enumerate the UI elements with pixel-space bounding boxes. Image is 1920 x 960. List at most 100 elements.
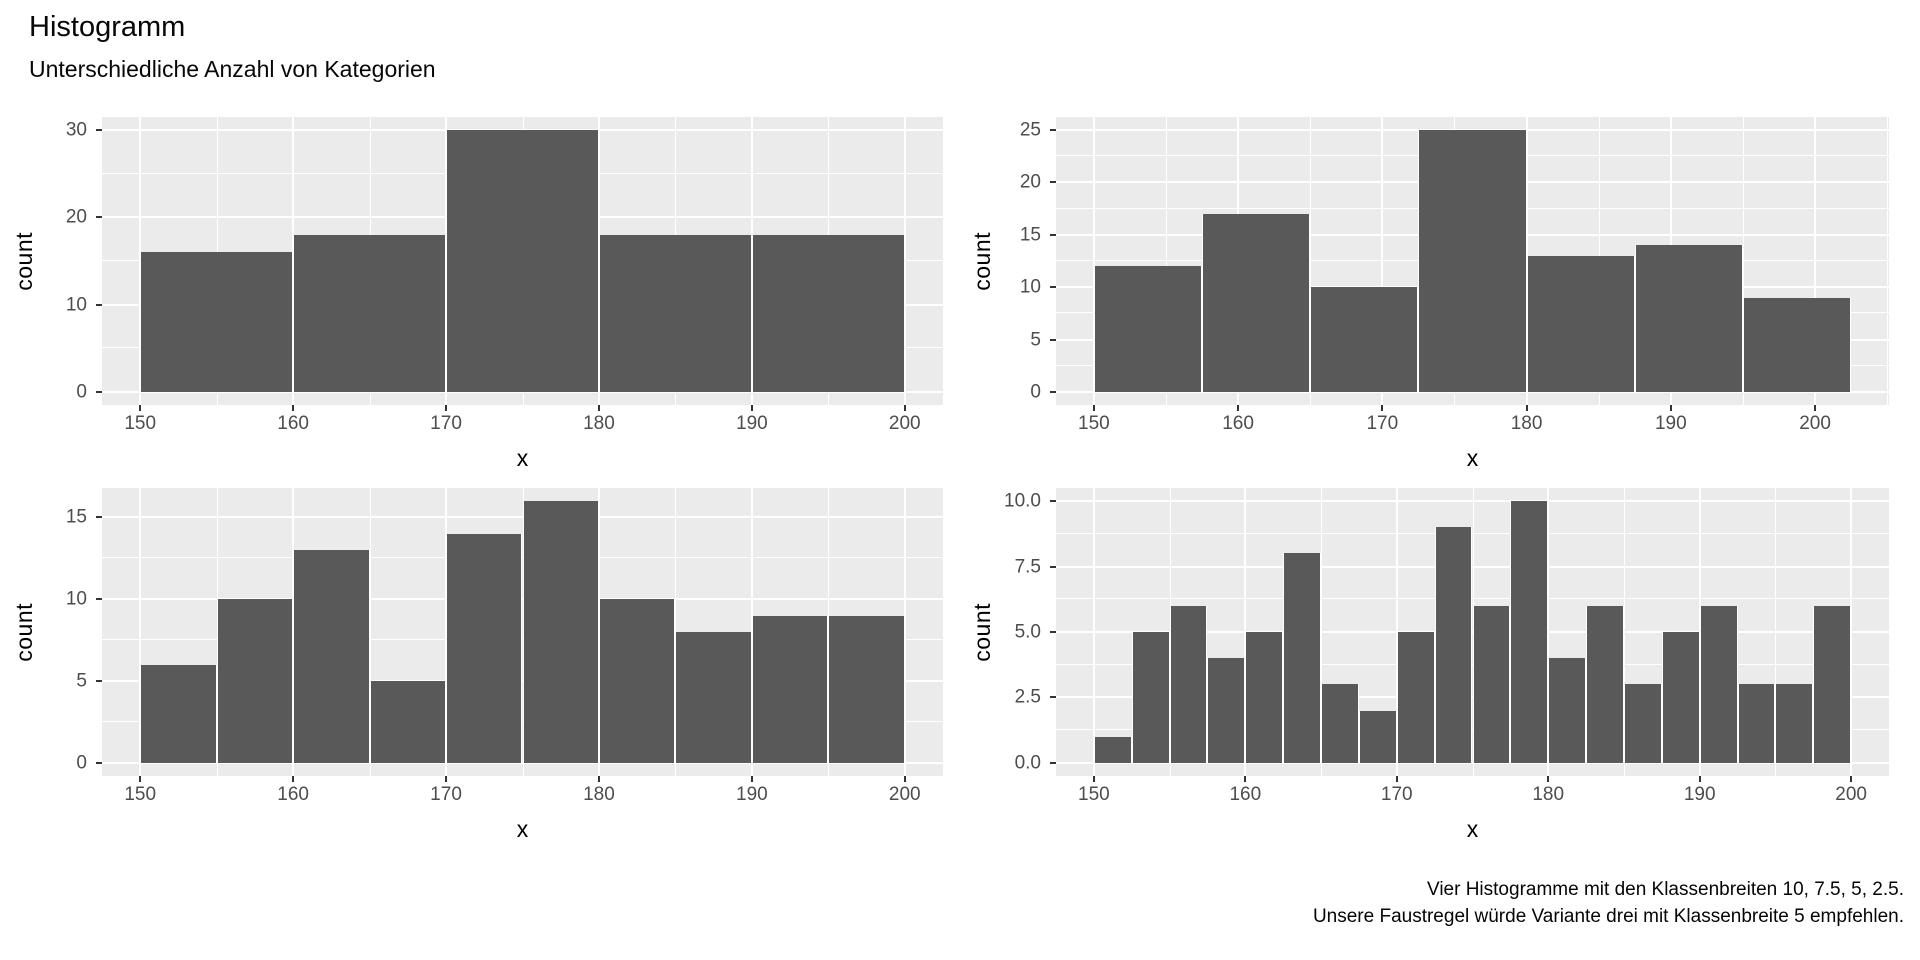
x-minor-gridline — [1742, 117, 1744, 405]
x-tick-mark — [1698, 776, 1701, 782]
x-tick-label: 180 — [1532, 784, 1565, 805]
y-axis-title: count — [968, 231, 995, 291]
y-axis-tick-marks — [1048, 488, 1056, 776]
x-tick-mark — [1244, 776, 1247, 782]
x-tick-label: 160 — [277, 784, 309, 805]
y-tick-mark — [1050, 181, 1056, 184]
y-tick-label: 0 — [1030, 381, 1041, 403]
x-tick-label: 150 — [1078, 784, 1110, 805]
figure-caption: Vier Histogramme mit den Klassenbreiten … — [0, 865, 1920, 950]
x-axis-title: x — [1466, 445, 1479, 471]
histogram-bar — [1472, 605, 1511, 763]
y-axis-title: count — [968, 602, 995, 662]
x-tick-mark — [750, 776, 753, 782]
x-tick-label: 170 — [430, 413, 462, 434]
x-tick-label: 170 — [1380, 784, 1413, 805]
x-tick-mark — [903, 405, 906, 411]
x-tick-label: 190 — [1654, 413, 1687, 434]
y-axis-tick-labels: 0.0 2.5 5.0 7.5 10.0 — [996, 488, 1048, 776]
y-tick-label: 0.0 — [1014, 752, 1041, 774]
histogram-bar — [1775, 684, 1814, 763]
y-tick-mark — [1050, 696, 1056, 699]
x-major-gridline — [1814, 117, 1817, 405]
histogram-bar — [1813, 605, 1852, 763]
histogram-bar — [1358, 710, 1397, 763]
x-tick-label: 160 — [1222, 413, 1254, 434]
plot-panel — [102, 117, 943, 405]
x-minor-gridline — [675, 488, 677, 776]
y-minor-gridline — [1056, 532, 1889, 534]
histogram-binwidth-10: count 0 10 20 30 150 160 170 180 190 200 x — [0, 90, 960, 480]
x-tick-label: 150 — [1078, 413, 1110, 434]
figure-header: Histogramm Unterschiedliche Anzahl von K… — [0, 0, 1920, 90]
histogram-bar — [1661, 632, 1700, 763]
y-axis-tick-labels: 0 5 10 15 — [40, 488, 94, 776]
x-tick-mark — [597, 405, 600, 411]
x-tick-label: 160 — [1229, 784, 1262, 805]
histogram-bar — [1131, 632, 1170, 763]
histogram-bar — [1586, 605, 1624, 763]
histogram-bar — [1093, 266, 1203, 392]
histogram-bar — [1202, 213, 1311, 392]
histogram-bar — [140, 664, 217, 763]
figure-subtitle: Unterschiedliche Anzahl von Kategorien — [29, 56, 436, 82]
x-axis-title: x — [516, 816, 529, 842]
x-tick-label: 180 — [1510, 413, 1543, 434]
x-axis-tick-labels: 150 160 170 180 190 200 — [102, 405, 943, 439]
y-tick-mark — [96, 516, 102, 519]
x-tick-mark — [1092, 405, 1095, 411]
x-minor-gridline — [1165, 117, 1167, 405]
histogram-bar — [216, 599, 294, 763]
x-tick-label: 170 — [1366, 413, 1399, 434]
y-major-gridline — [102, 390, 943, 393]
plot-panel — [1056, 488, 1889, 776]
x-tick-mark — [1092, 776, 1095, 782]
histogram-bar — [522, 501, 599, 763]
y-tick-mark — [1050, 500, 1056, 503]
histogram-bar — [598, 234, 752, 392]
x-tick-label: 180 — [583, 413, 615, 434]
x-tick-label: 170 — [430, 784, 462, 805]
x-tick-mark — [292, 776, 295, 782]
y-axis-title: count — [10, 602, 37, 662]
y-tick-label: 10 — [65, 588, 87, 610]
x-tick-mark — [445, 405, 448, 411]
y-tick-label: 20 — [1019, 171, 1041, 193]
x-axis-title: x — [516, 445, 529, 471]
y-axis-tick-marks — [94, 488, 102, 776]
y-axis-title: count — [10, 231, 37, 291]
x-tick-mark — [750, 405, 753, 411]
histogram-bar — [446, 130, 599, 392]
y-tick-label: 2.5 — [1014, 686, 1041, 708]
y-axis-tick-marks — [94, 117, 102, 405]
y-major-gridline — [1056, 500, 1889, 503]
y-tick-label: 15 — [1019, 224, 1041, 246]
y-tick-label: 10.0 — [1004, 490, 1041, 512]
y-axis-tick-labels: 0 5 10 15 20 25 — [996, 117, 1048, 405]
y-tick-label: 5 — [1030, 329, 1041, 351]
histogram-bar — [1526, 255, 1635, 392]
caption-line-1: Vier Histogramme mit den Klassenbreiten … — [1426, 879, 1904, 900]
x-tick-mark — [597, 776, 600, 782]
y-tick-mark — [96, 598, 102, 601]
x-tick-mark — [1814, 405, 1817, 411]
histogram-bar — [751, 234, 905, 392]
x-major-gridline — [1092, 117, 1095, 405]
x-minor-gridline — [1310, 117, 1312, 405]
histogram-bar — [1548, 658, 1587, 763]
y-major-gridline — [102, 761, 943, 764]
y-tick-label: 20 — [65, 206, 87, 228]
histogram-bar — [1169, 605, 1208, 763]
histogram-bar — [1418, 130, 1527, 392]
histogram-bar — [446, 533, 523, 763]
y-tick-mark — [96, 680, 102, 683]
x-tick-mark — [1669, 405, 1672, 411]
histogram-binwidth-2-5: count 0.0 2.5 5.0 7.5 10.0 150 160 170 180 190 20… — [960, 480, 1920, 865]
y-tick-mark — [1050, 338, 1056, 341]
y-tick-label: 15 — [65, 506, 87, 528]
x-tick-label: 180 — [583, 784, 615, 805]
x-tick-label: 200 — [1835, 784, 1867, 805]
x-major-gridline — [139, 488, 142, 776]
histogram-bar — [1310, 287, 1419, 392]
x-tick-label: 160 — [277, 413, 309, 434]
